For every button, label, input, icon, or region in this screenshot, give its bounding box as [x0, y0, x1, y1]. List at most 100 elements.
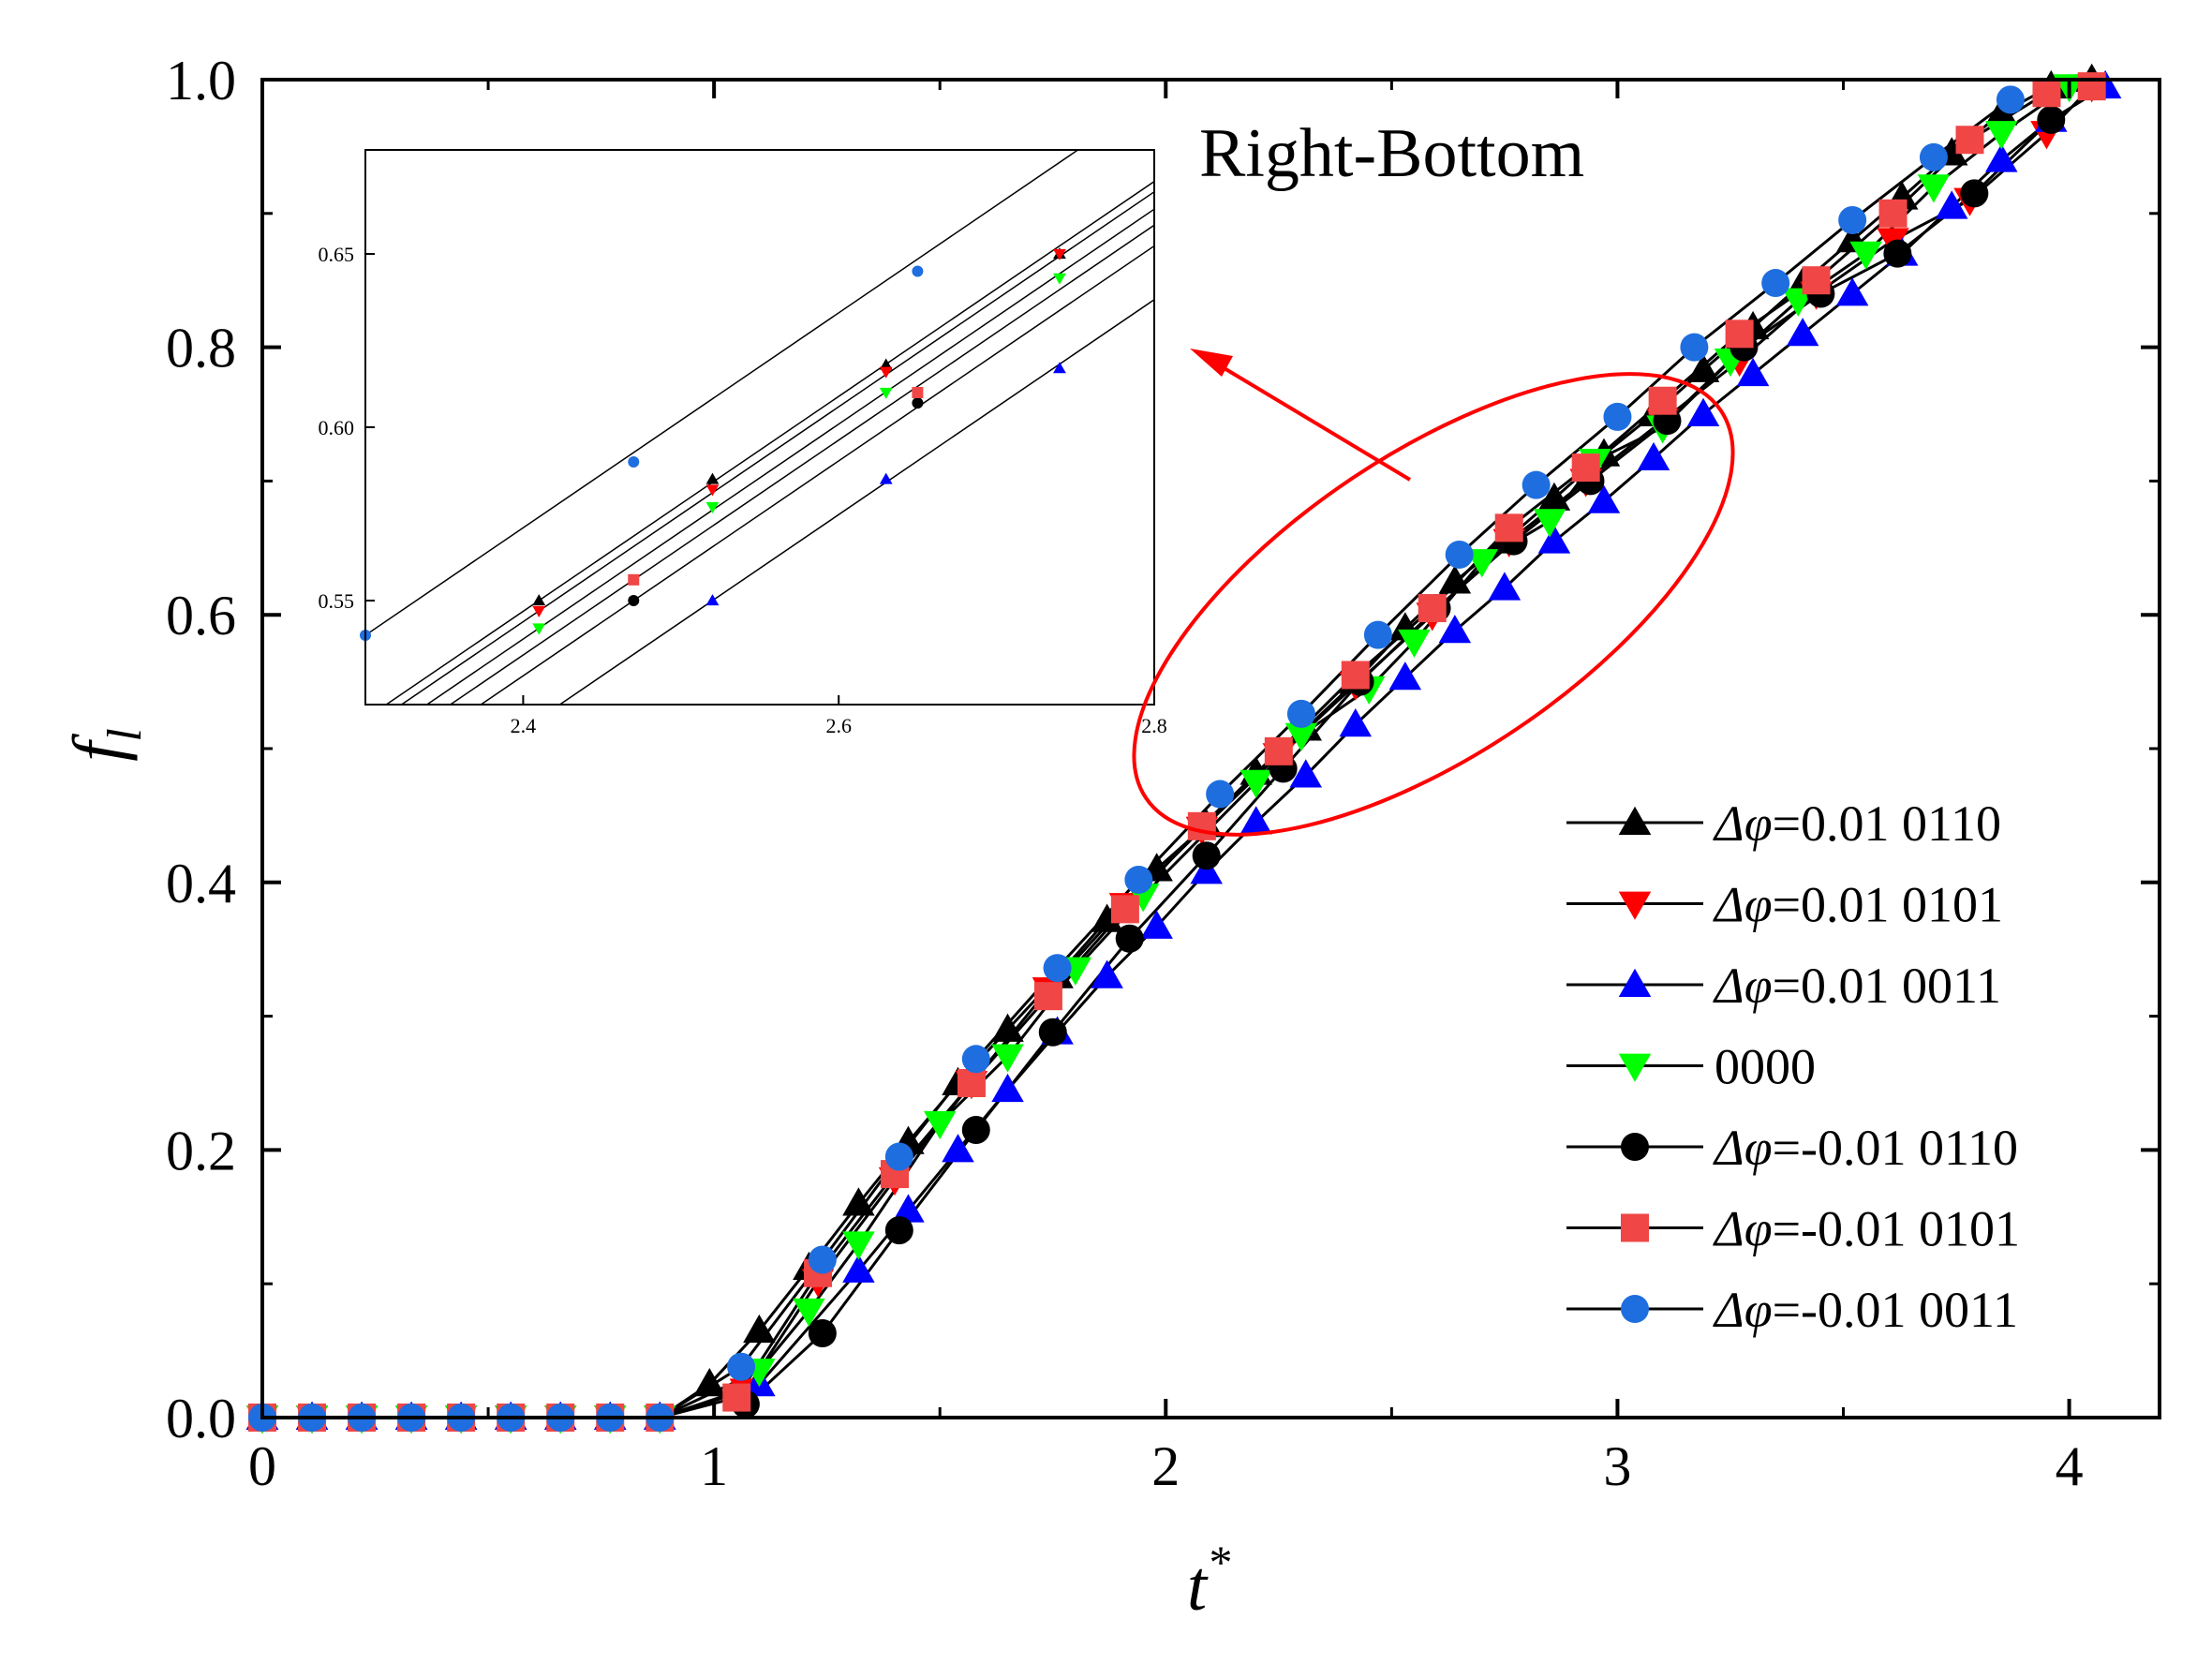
- series-3-point: [1917, 174, 1951, 203]
- series-0-point: [1686, 353, 1720, 382]
- series-3-point: [923, 1110, 957, 1140]
- legend-marker-1: [1618, 891, 1652, 920]
- series-6-point: [1043, 954, 1072, 983]
- series-line-2: [262, 84, 2106, 1418]
- series-5-point: [2077, 72, 2106, 101]
- series-2-point: [1587, 484, 1621, 513]
- series-6-point: [1919, 142, 1948, 171]
- y-tick-label: 0.8: [166, 318, 236, 379]
- series-0-point: [991, 1013, 1024, 1042]
- series-2-point: [1835, 277, 1869, 306]
- series-5-point: [1494, 513, 1523, 542]
- legend-marker-0: [1618, 806, 1652, 835]
- series-2-point: [1091, 959, 1123, 988]
- legend-label-prefix: Δφ: [1713, 958, 1773, 1014]
- legend-label-prefix: Δφ: [1713, 1201, 1773, 1257]
- series-6-point: [1522, 470, 1551, 499]
- y-tick-label: 1.0: [166, 50, 236, 111]
- series-6-point: [1206, 780, 1235, 809]
- inset-series-line-5: [449, 224, 1154, 705]
- inset-background: [365, 150, 1154, 705]
- inset-series-3-point: [532, 623, 546, 635]
- inset-series-1-point: [705, 484, 720, 497]
- legend-label-value: =0.01 0011: [1773, 958, 2001, 1014]
- legend-marker-6: [1621, 1295, 1649, 1323]
- inset-series-4-point: [912, 397, 924, 409]
- series-6-point: [1838, 205, 1867, 234]
- y-axis-title: fl: [59, 728, 152, 762]
- inset-series-1-point: [1053, 248, 1066, 260]
- series-2-point: [1736, 357, 1770, 387]
- inset-series-0-point: [879, 358, 893, 370]
- legend-label-value: =-0.01 0110: [1773, 1120, 2018, 1176]
- main-series-markers: [245, 63, 2122, 1434]
- series-3-point: [1398, 629, 1431, 659]
- series-4-point: [884, 1216, 913, 1245]
- inset-series-2-point: [879, 472, 893, 484]
- inset-series-2-point: [705, 594, 720, 606]
- legend-label-5: Δφ=-0.01 0101: [1713, 1201, 2020, 1257]
- annotation-arrow-line: [1202, 354, 1412, 482]
- legend-label-2: Δφ=0.01 0011: [1713, 958, 2001, 1014]
- series-3-point: [842, 1231, 875, 1260]
- series-5-point: [1187, 811, 1216, 840]
- series-6-point: [884, 1142, 913, 1171]
- inset-series-3-point: [705, 501, 720, 513]
- series-3-point: [793, 1298, 825, 1328]
- series-4-point: [1960, 179, 1989, 208]
- y-tick-label: 0.2: [166, 1120, 236, 1181]
- x-axis-title: t*: [1187, 1536, 1230, 1626]
- inset-series-line-1: [400, 190, 1154, 705]
- legend-label-value: =0.01 0110: [1773, 795, 2001, 852]
- series-4-point: [961, 1115, 990, 1144]
- legend-label-prefix: Δφ: [1713, 1120, 1773, 1176]
- x-tick-label: 2: [1151, 1435, 1180, 1497]
- series-line-5: [262, 84, 2092, 1418]
- highlight-ellipse: [1132, 372, 1735, 837]
- series-3-point: [1849, 241, 1882, 270]
- legend-label-value: =0.01 0101: [1773, 877, 2003, 933]
- series-6-point: [1124, 865, 1153, 894]
- series-6-point: [808, 1245, 837, 1274]
- inset-series-0-point: [705, 472, 720, 484]
- series-3-point: [1284, 722, 1318, 751]
- series-5-point: [1955, 126, 1984, 155]
- series-3-point: [1533, 509, 1566, 538]
- series-line-6: [262, 98, 2012, 1418]
- legend-label-value: =-0.01 0011: [1773, 1282, 2018, 1338]
- series-2-point: [1240, 806, 1272, 835]
- inset-lines: [365, 150, 1154, 705]
- inset-series-line-0: [384, 180, 1154, 705]
- series-4-point: [1192, 841, 1221, 870]
- inset-series-6-point: [628, 456, 640, 468]
- series-5-point: [1571, 453, 1600, 483]
- series-0-point: [842, 1187, 875, 1216]
- legend-label-4: Δφ=-0.01 0110: [1713, 1120, 2018, 1176]
- series-2-point: [1388, 661, 1422, 691]
- series-6-point: [1445, 540, 1474, 569]
- x-tick-label: 0: [248, 1435, 276, 1497]
- inset-y-tick-label: 0.55: [319, 589, 355, 613]
- series-5-point: [1648, 386, 1677, 415]
- legend-marker-4: [1621, 1133, 1649, 1161]
- inset-series-2-point: [1053, 362, 1066, 374]
- legend-label-value: =-0.01 0101: [1773, 1201, 2020, 1257]
- series-0-point: [1985, 97, 2018, 126]
- series-5-point: [1802, 266, 1831, 295]
- annotation-label: Right-Bottom: [1199, 115, 1584, 192]
- series-4-point: [1038, 1018, 1067, 1047]
- series-5-point: [1878, 199, 1908, 228]
- inset-series-3-point: [879, 387, 893, 399]
- inset-series-line-6: [365, 150, 1079, 636]
- inset-series-1-point: [532, 605, 546, 617]
- series-2-point: [892, 1194, 925, 1223]
- inset-axis-ticks: 2.4 2.6 2.8 0.55 0.60 0.65: [319, 243, 1167, 737]
- legend-label-prefix: Δφ: [1713, 1282, 1773, 1338]
- series-2-point: [991, 1073, 1024, 1103]
- y-tick-label: 0.6: [166, 585, 236, 646]
- series-5-point: [1264, 736, 1293, 765]
- series-2-point: [1935, 190, 1968, 219]
- y-tick-label: 0.4: [166, 853, 236, 914]
